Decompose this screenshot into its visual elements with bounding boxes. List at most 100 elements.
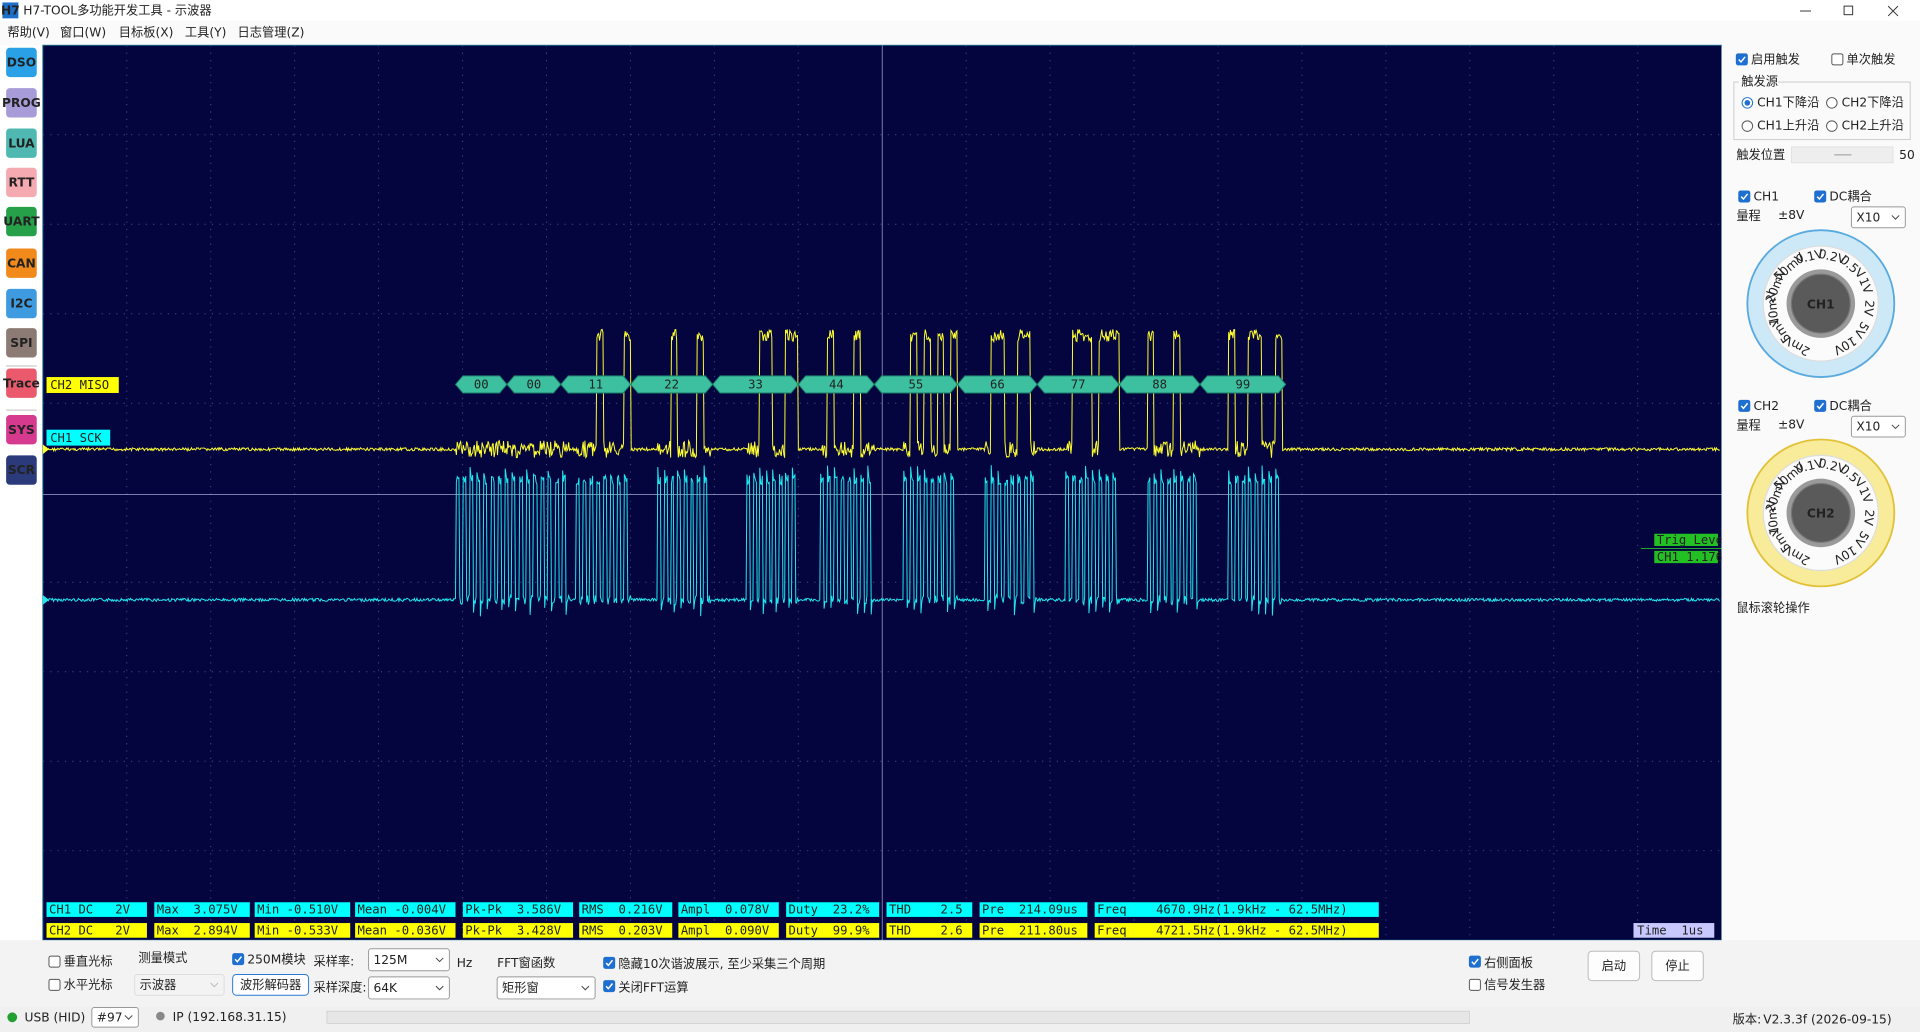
- radio-label[interactable]: CH1下降沿: [1757, 95, 1819, 109]
- measure-value: Max 3.075V: [157, 903, 239, 917]
- sidebar-button[interactable]: [6, 368, 37, 398]
- sidebar-button-label[interactable]: PROG: [2, 96, 41, 110]
- maximize[interactable]: [1843, 5, 1854, 16]
- app-icon-text: H7: [1, 4, 20, 18]
- knob-scale-label: 1V: [1856, 276, 1875, 297]
- checkbox[interactable]: [603, 980, 616, 993]
- sidebar-button-label[interactable]: CAN: [7, 256, 36, 270]
- sidebar-button[interactable]: [6, 128, 37, 158]
- checkbox[interactable]: [1735, 53, 1748, 66]
- checkbox[interactable]: [1831, 53, 1844, 66]
- sidebar-button[interactable]: [6, 248, 37, 278]
- radio-label[interactable]: CH2下降沿: [1842, 95, 1904, 109]
- window-title: H7-TOOL多功能开发工具 - 示波器: [23, 3, 211, 18]
- sidebar-button-label[interactable]: RTT: [9, 176, 36, 190]
- checkbox[interactable]: [48, 955, 61, 968]
- sidebar-button[interactable]: [6, 328, 37, 358]
- dropdown[interactable]: [496, 976, 596, 1000]
- measure-value: Ampl 0.090V: [681, 924, 770, 938]
- channel-tag-label: CH1 SCK: [50, 431, 102, 445]
- measure-cell: [786, 902, 880, 917]
- checkbox[interactable]: [1814, 399, 1827, 412]
- sidebar-button-label[interactable]: UART: [3, 215, 40, 229]
- measure-cell: [154, 923, 250, 938]
- knob-scale-label: 10mV: [1764, 498, 1781, 536]
- measure-value: RMS 0.203V: [582, 924, 664, 938]
- checkbox[interactable]: [1738, 399, 1751, 412]
- knob-label[interactable]: CH1: [1807, 297, 1835, 311]
- button[interactable]: [1651, 950, 1704, 982]
- radio-label[interactable]: CH2上升沿: [1842, 119, 1904, 133]
- checkmark: [1816, 193, 1825, 201]
- dropdown: [134, 973, 225, 996]
- checkbox[interactable]: [1468, 955, 1481, 968]
- measure-value: Duty 99.9%: [789, 924, 871, 938]
- menu-item[interactable]: 窗口(W): [60, 26, 106, 40]
- label: 采样率:: [313, 954, 354, 969]
- sidebar-button-label[interactable]: SYS: [8, 423, 34, 437]
- sidebar-button[interactable]: [6, 167, 37, 198]
- measure-value: CH1 DC 2V: [49, 903, 131, 917]
- radio[interactable]: [1826, 120, 1838, 132]
- button-label[interactable]: 停止: [1665, 958, 1689, 973]
- menu-item[interactable]: 帮助(V): [7, 26, 49, 40]
- checkmark: [234, 956, 243, 963]
- sidebar-button-label[interactable]: I2C: [10, 297, 32, 311]
- dropdown[interactable]: [1850, 415, 1906, 438]
- menu-item[interactable]: 日志管理(Z): [238, 25, 305, 40]
- checkbox[interactable]: [1814, 190, 1827, 203]
- sidebar-button-label[interactable]: Trace: [3, 376, 40, 390]
- measure-value: Pk-Pk 3.428V: [465, 924, 561, 938]
- checkmark: [605, 959, 614, 967]
- sidebar-button[interactable]: [6, 206, 37, 237]
- sidebar-button[interactable]: [6, 455, 37, 485]
- progress-bar: [326, 1010, 1470, 1024]
- knob-scale-label: 2V: [1861, 299, 1877, 317]
- checkbox[interactable]: [1738, 190, 1751, 203]
- trig-level-tag: [1654, 550, 1718, 564]
- dropdown[interactable]: [368, 976, 450, 1000]
- sidebar-button[interactable]: [6, 88, 37, 118]
- checkbox[interactable]: [1468, 978, 1481, 991]
- measure-cell: [579, 923, 673, 938]
- menu-item[interactable]: 工具(Y): [185, 26, 227, 40]
- measure-value: Duty 23.2%: [789, 903, 871, 917]
- sidebar-button-label[interactable]: SPI: [10, 336, 32, 350]
- measure-value: Freq 4721.5Hz(1.9kHz - 62.5MHz): [1097, 924, 1347, 938]
- measure-cell: [46, 902, 147, 917]
- dropdown[interactable]: [368, 948, 450, 972]
- sidebar-button[interactable]: [6, 288, 37, 319]
- sidebar-button-label[interactable]: DSO: [7, 56, 36, 70]
- sidebar-button-label[interactable]: SCR: [8, 463, 36, 477]
- range-value: ±8V: [1778, 417, 1805, 431]
- radio[interactable]: [1741, 120, 1754, 132]
- checkbox-label: 250M模块: [247, 952, 305, 966]
- button[interactable]: [232, 973, 310, 996]
- measure-value: Ampl 0.078V: [681, 903, 770, 917]
- close[interactable]: [1887, 5, 1899, 17]
- knob-label[interactable]: CH2: [1807, 507, 1835, 521]
- decoder-byte: 66: [990, 378, 1005, 392]
- menu-item[interactable]: 目标板(X): [119, 26, 174, 40]
- dropdown[interactable]: [1850, 206, 1906, 229]
- checkbox[interactable]: [232, 953, 245, 966]
- button-label[interactable]: 启动: [1602, 959, 1626, 973]
- radio-label[interactable]: CH1上升沿: [1757, 119, 1819, 133]
- checkbox-label: 启用触发: [1751, 51, 1800, 66]
- button-label[interactable]: 波形解码器: [240, 978, 301, 992]
- dropdown[interactable]: [91, 1007, 139, 1028]
- dropdown-value: X10: [1856, 210, 1880, 224]
- sidebar-button[interactable]: [6, 47, 37, 78]
- sidebar-button-label[interactable]: LUA: [8, 136, 35, 150]
- dropdown-value: 64K: [373, 981, 398, 995]
- status-usb: USB (HID): [24, 1010, 85, 1024]
- measure-cell: [886, 902, 973, 917]
- checkbox[interactable]: [603, 956, 616, 969]
- sidebar-button[interactable]: [6, 415, 37, 445]
- channel-tag: [46, 377, 119, 393]
- button[interactable]: [1587, 950, 1641, 982]
- checkbox[interactable]: [48, 978, 61, 991]
- measure-cell: [678, 902, 779, 917]
- radio[interactable]: [1826, 97, 1838, 109]
